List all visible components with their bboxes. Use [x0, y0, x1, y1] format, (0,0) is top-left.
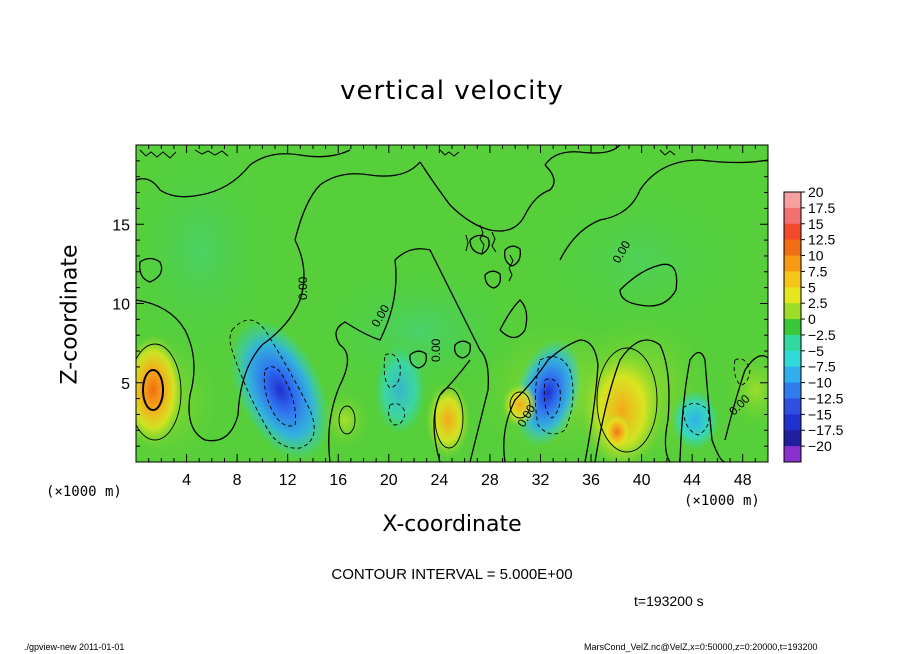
colorbar-frame [783, 191, 802, 463]
x-tick-label: 48 [734, 472, 752, 489]
footer-left: ./gpview-new 2011-01-01 [24, 642, 125, 652]
contour-label: 0.00 [429, 338, 443, 362]
colorbar-swatch [784, 430, 801, 447]
x-tick-label: 12 [279, 472, 297, 489]
colorbar-label: −15 [808, 406, 832, 422]
colorbar-swatch [784, 446, 801, 463]
colorbar-swatch [784, 207, 801, 225]
colorbar-swatch [784, 382, 801, 399]
colorbar-label: 20 [808, 184, 824, 200]
x-tick-label: 44 [683, 472, 701, 489]
x-tick-label: 24 [430, 472, 448, 489]
x-tick-label: 4 [182, 472, 191, 489]
colorbar-label: −20 [808, 438, 832, 454]
colorbar-swatch [784, 255, 801, 272]
colorbar-swatch [784, 303, 801, 320]
x-tick-label: 8 [233, 472, 242, 489]
colorbar-swatch [784, 319, 801, 336]
y-axis: 5 10 15 [112, 144, 768, 463]
x-tick-label: 36 [582, 472, 600, 489]
x-axis: 4 8 12 16 20 24 28 32 36 40 44 48 [135, 145, 769, 489]
contour-field: 0.00 0.00 0.00 0.00 0.00 0.00 [136, 145, 768, 462]
colorbar-label: 0 [808, 311, 816, 327]
colorbar-label: −5 [808, 343, 824, 359]
colorbar-swatch [784, 398, 801, 415]
colorbar-label: 15 [808, 216, 824, 232]
colorbar-swatch [784, 414, 801, 431]
colorbar-label: 12.5 [808, 232, 835, 248]
colorbar-swatch [784, 366, 801, 384]
footer-right: MarsCond_VelZ.nc@VelZ,x=0:50000,z=0:2000… [584, 642, 818, 652]
colorbar-label: 2.5 [808, 295, 828, 311]
colorbar-label: −12.5 [808, 390, 844, 406]
colorbar-label: 5 [808, 279, 816, 295]
chart-title: vertical velocity [340, 76, 564, 106]
colorbar-label: −17.5 [808, 422, 844, 438]
colorbar-label: 17.5 [808, 200, 835, 216]
colorbar-swatch [784, 334, 801, 352]
colorbar: 2017.51512.5107.552.50−2.5−5−7.5−10−12.5… [783, 184, 844, 463]
x-tick-label: 40 [633, 472, 651, 489]
x-axis-label: X-coordinate [382, 512, 522, 537]
x-tick-label: 20 [380, 472, 398, 489]
colorbar-label: −7.5 [808, 359, 836, 375]
colorbar-label: 10 [808, 248, 824, 264]
colorbar-swatch [784, 271, 801, 288]
y-tick-label: 5 [121, 376, 130, 393]
x-unit-label: (×1000 m) [684, 493, 760, 509]
y-axis-label: Z-coordinate [57, 244, 83, 385]
colorbar-swatch [784, 192, 801, 209]
contour-label: 0.00 [296, 276, 310, 300]
colorbar-label: −2.5 [808, 327, 836, 343]
y-unit-label: (×1000 m) [46, 484, 122, 500]
x-tick-label: 16 [329, 472, 347, 489]
x-tick-label: 32 [532, 472, 550, 489]
colorbar-swatch [784, 239, 801, 257]
x-tick-label: 28 [481, 472, 499, 489]
colorbar-swatch [784, 223, 801, 241]
colorbar-label: −10 [808, 375, 832, 391]
colorbar-swatch [784, 287, 801, 304]
contour-interval: CONTOUR INTERVAL = 5.000E+00 [331, 566, 573, 583]
time-label: t=193200 s [634, 593, 704, 609]
y-tick-label: 10 [112, 297, 130, 314]
colorbar-label: 7.5 [808, 263, 828, 279]
colorbar-swatch [784, 350, 801, 368]
y-tick-label: 15 [112, 217, 130, 234]
